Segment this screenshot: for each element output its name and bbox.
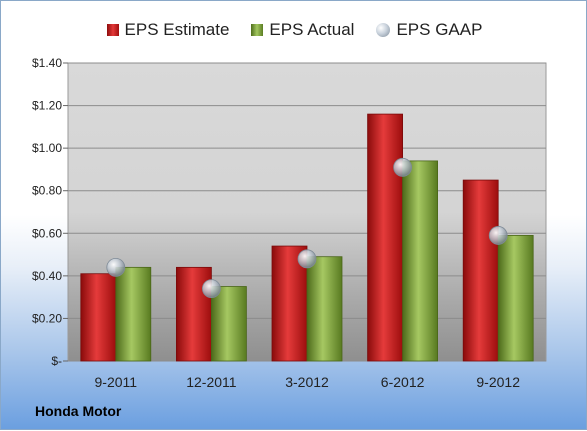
legend-swatch-eps-estimate [106, 24, 119, 36]
y-tick-label: $- [51, 354, 62, 368]
legend-label-eps-estimate: EPS Estimate [124, 20, 230, 39]
bar-eps-actual [402, 160, 439, 362]
legend-item-eps-actual: EPS Actual [251, 20, 354, 40]
legend: EPS Estimate EPS Actual EPS GAAP [1, 17, 587, 43]
legend-item-eps-estimate: EPS Estimate [106, 20, 230, 40]
y-tick-label: $0.40 [32, 269, 62, 283]
x-tick-label: 6-2012 [381, 374, 425, 390]
x-axis-ticks: 9-2011 12-2011 3-2012 6-2012 9-2012 [95, 374, 521, 390]
bar-eps-actual [497, 235, 534, 362]
legend-label-eps-actual: EPS Actual [269, 20, 355, 39]
bar-eps-actual [210, 286, 247, 362]
legend-swatch-eps-gaap [376, 23, 391, 37]
legend-item-eps-gaap: EPS GAAP [376, 20, 482, 40]
x-tick-label: 9-2012 [476, 374, 520, 390]
y-tick-label: $0.60 [32, 226, 62, 240]
bar-eps-estimate [367, 113, 404, 362]
x-tick-label: 12-2011 [186, 374, 237, 390]
marker-eps-gaap [106, 257, 126, 277]
y-tick-label: $1.00 [32, 141, 62, 155]
bar-eps-estimate [462, 179, 499, 362]
bar-eps-estimate [80, 273, 117, 362]
bar-eps-actual [115, 266, 152, 362]
x-tick-label: 9-2011 [95, 374, 138, 390]
y-tick-label: $1.20 [32, 99, 62, 113]
gaap-markers [106, 157, 508, 299]
bar-eps-actual [306, 256, 343, 362]
marker-eps-gaap [393, 157, 413, 177]
y-tick-label: $0.80 [32, 184, 62, 198]
y-tick-label: $0.20 [32, 311, 62, 325]
marker-eps-gaap [488, 226, 508, 245]
marker-eps-gaap [297, 249, 317, 269]
y-tick-label: $1.40 [32, 56, 62, 70]
marker-eps-gaap [201, 279, 221, 299]
legend-label-eps-gaap: EPS GAAP [396, 20, 483, 39]
company-name: Honda Motor [35, 403, 122, 419]
legend-swatch-eps-actual [251, 24, 264, 36]
bars [80, 113, 534, 362]
x-tick-label: 3-2012 [285, 374, 329, 390]
y-axis-ticks: $- $0.20 $0.40 $0.60 $0.80 $1.00 $1.20 $1.40 [32, 56, 68, 368]
